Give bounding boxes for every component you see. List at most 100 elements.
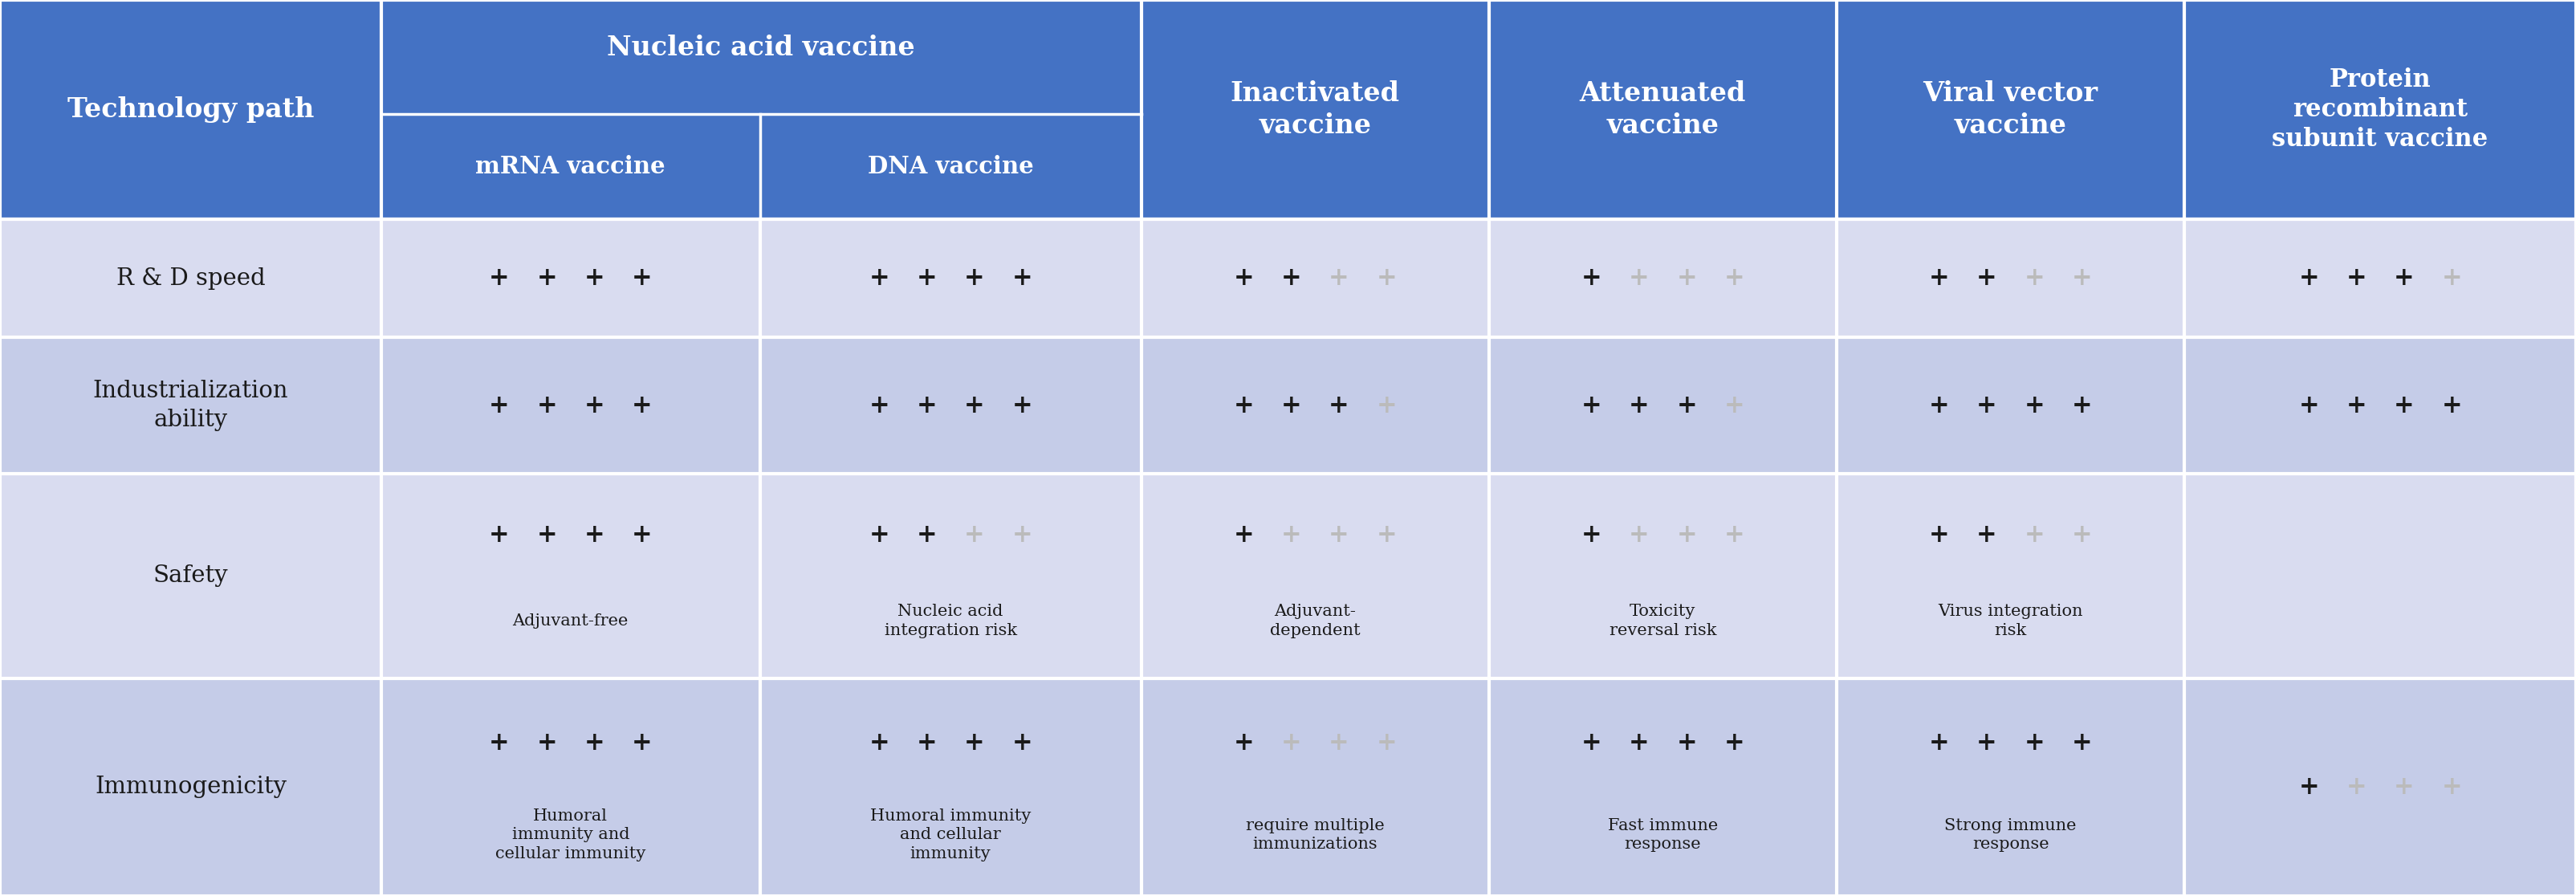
Text: +: + [2071, 266, 2092, 291]
Text: +: + [1280, 266, 1301, 291]
Text: +: + [917, 266, 938, 291]
Text: Humoral immunity
and cellular
immunity: Humoral immunity and cellular immunity [871, 808, 1030, 861]
Text: +: + [2298, 266, 2318, 291]
Text: +: + [868, 393, 889, 418]
Text: Strong immune
response: Strong immune response [1945, 818, 2076, 852]
Text: +: + [1329, 731, 1350, 756]
Text: +: + [489, 731, 510, 756]
Text: +: + [1677, 393, 1698, 418]
Text: +: + [1976, 522, 1996, 547]
Text: +: + [963, 266, 984, 291]
Text: Virus integration
risk: Virus integration risk [1937, 604, 2084, 638]
Text: +: + [631, 393, 652, 418]
Text: +: + [1280, 393, 1301, 418]
Text: +: + [585, 731, 605, 756]
Text: +: + [1280, 522, 1301, 547]
Text: +: + [2071, 731, 2092, 756]
Text: +: + [1012, 393, 1033, 418]
Text: +: + [2298, 393, 2318, 418]
Text: +: + [2025, 393, 2045, 418]
Bar [0, 338, 2576, 474]
Text: +: + [963, 522, 984, 547]
Text: +: + [489, 266, 510, 291]
Text: Industrialization
ability: Industrialization ability [93, 380, 289, 431]
Text: +: + [1929, 731, 1950, 756]
Text: +: + [1976, 393, 1996, 418]
Text: +: + [917, 731, 938, 756]
Text: +: + [1376, 393, 1396, 418]
Text: +: + [536, 266, 556, 291]
Text: +: + [1280, 731, 1301, 756]
Text: +: + [917, 522, 938, 547]
Text: +: + [2347, 775, 2367, 799]
Text: +: + [585, 266, 605, 291]
Text: +: + [1628, 522, 1649, 547]
Text: +: + [2347, 393, 2367, 418]
Text: +: + [2025, 266, 2045, 291]
Text: +: + [631, 731, 652, 756]
Text: +: + [1329, 393, 1350, 418]
Text: +: + [1976, 266, 1996, 291]
Text: +: + [1723, 731, 1744, 756]
Text: +: + [1376, 266, 1396, 291]
Bar [0, 0, 2576, 220]
Text: +: + [868, 266, 889, 291]
Text: +: + [1976, 731, 1996, 756]
Text: Toxicity
reversal risk: Toxicity reversal risk [1610, 604, 1716, 638]
Text: +: + [536, 522, 556, 547]
Text: +: + [1677, 266, 1698, 291]
Text: +: + [1628, 731, 1649, 756]
Text: Safety: Safety [152, 564, 229, 587]
Text: +: + [868, 731, 889, 756]
Text: Immunogenicity: Immunogenicity [95, 776, 286, 798]
Text: +: + [536, 393, 556, 418]
Text: Viral vector
vaccine: Viral vector vaccine [1924, 81, 2097, 139]
Text: +: + [1723, 393, 1744, 418]
Text: +: + [1677, 731, 1698, 756]
Text: +: + [2442, 266, 2463, 291]
Text: +: + [963, 393, 984, 418]
Text: +: + [1376, 731, 1396, 756]
Text: +: + [1329, 522, 1350, 547]
Text: +: + [1329, 266, 1350, 291]
Text: +: + [1929, 266, 1950, 291]
Text: +: + [1234, 266, 1255, 291]
Text: +: + [1677, 522, 1698, 547]
Text: +: + [1234, 731, 1255, 756]
Text: +: + [2442, 775, 2463, 799]
Text: +: + [1628, 393, 1649, 418]
Text: +: + [1723, 522, 1744, 547]
Text: +: + [2442, 393, 2463, 418]
Text: Nucleic acid vaccine: Nucleic acid vaccine [608, 35, 914, 61]
Text: +: + [631, 266, 652, 291]
Text: +: + [489, 393, 510, 418]
Text: +: + [1234, 522, 1255, 547]
Text: +: + [536, 731, 556, 756]
Text: +: + [1929, 393, 1950, 418]
Text: +: + [917, 393, 938, 418]
Text: +: + [2025, 522, 2045, 547]
Text: Adjuvant-
dependent: Adjuvant- dependent [1270, 604, 1360, 638]
Text: +: + [1582, 393, 1602, 418]
Text: +: + [2393, 393, 2414, 418]
Text: +: + [2393, 775, 2414, 799]
Text: DNA vaccine: DNA vaccine [868, 155, 1033, 178]
Text: +: + [1929, 522, 1950, 547]
Text: Protein
recombinant
subunit vaccine: Protein recombinant subunit vaccine [2272, 67, 2488, 152]
Text: +: + [1582, 522, 1602, 547]
Text: +: + [1376, 522, 1396, 547]
Text: mRNA vaccine: mRNA vaccine [477, 155, 665, 178]
Text: +: + [2347, 266, 2367, 291]
Text: +: + [1582, 731, 1602, 756]
Text: +: + [489, 522, 510, 547]
Text: Nucleic acid
integration risk: Nucleic acid integration risk [884, 604, 1018, 638]
Text: +: + [2071, 522, 2092, 547]
Text: +: + [2298, 775, 2318, 799]
Text: Adjuvant-free: Adjuvant-free [513, 613, 629, 628]
Text: +: + [1723, 266, 1744, 291]
Text: +: + [963, 731, 984, 756]
Text: +: + [585, 393, 605, 418]
Text: +: + [1582, 266, 1602, 291]
Text: Technology path: Technology path [67, 97, 314, 123]
Text: +: + [2071, 393, 2092, 418]
